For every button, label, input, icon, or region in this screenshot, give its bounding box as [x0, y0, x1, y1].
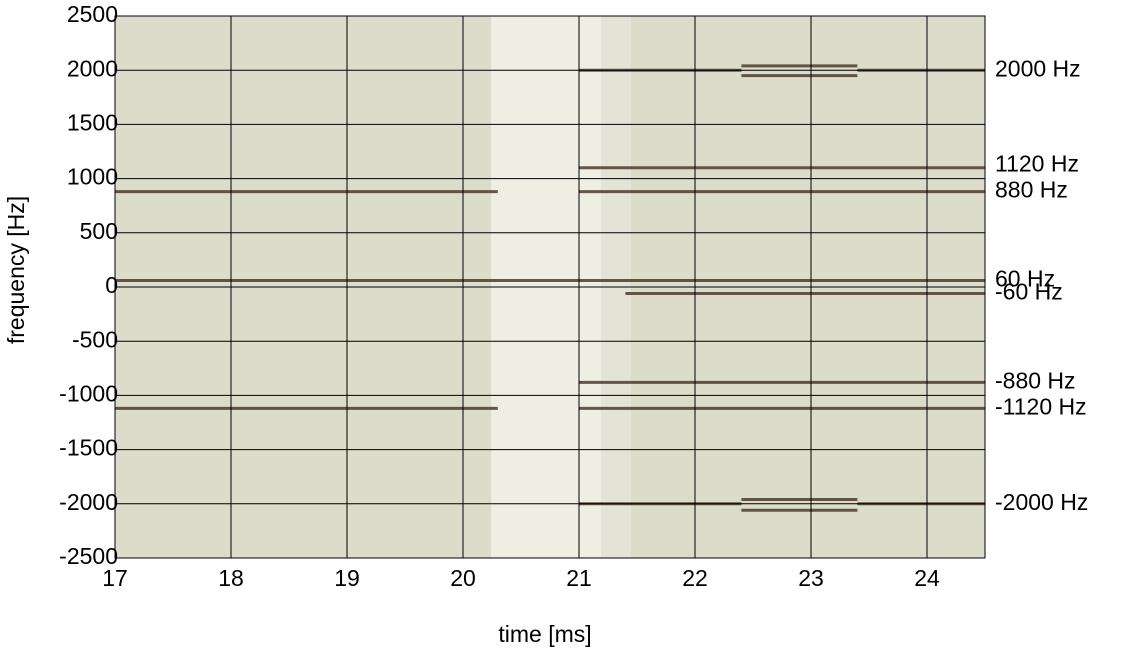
- y-tick-label: -500: [72, 326, 118, 352]
- x-tick-label: 21: [566, 565, 592, 591]
- frequency-annotation: 2000 Hz: [995, 55, 1081, 81]
- x-tick-label: 23: [798, 565, 824, 591]
- y-tick-label: 2500: [67, 1, 118, 27]
- x-tick-label: 18: [218, 565, 244, 591]
- x-axis-label: time [ms]: [498, 621, 591, 647]
- y-tick-label: 500: [80, 218, 118, 244]
- frequency-annotation: -880 Hz: [995, 367, 1076, 393]
- x-tick-label: 24: [914, 565, 940, 591]
- plot-frame: [114, 15, 986, 559]
- y-axis-label: frequency [Hz]: [3, 196, 29, 344]
- y-tick-label: 2000: [67, 55, 118, 81]
- x-tick-label: 17: [102, 565, 128, 591]
- frequency-annotation: 60 Hz: [995, 266, 1055, 292]
- y-tick-label: 1000: [67, 164, 118, 190]
- frequency-annotation: 880 Hz: [995, 177, 1068, 203]
- frequency-annotation: -2000 Hz: [995, 489, 1088, 515]
- y-tick-label: -2000: [59, 489, 118, 515]
- x-tick-label: 20: [450, 565, 476, 591]
- x-tick-label: 22: [682, 565, 708, 591]
- y-tick-label: -1000: [59, 380, 118, 406]
- x-tick-label: 19: [334, 565, 360, 591]
- frequency-annotation: -60 Hz: [995, 279, 1063, 305]
- frequency-annotation: -1120 Hz: [995, 393, 1087, 419]
- y-tick-label: -1500: [59, 435, 118, 461]
- y-tick-label: -2500: [59, 543, 118, 569]
- frequency-annotation: 1120 Hz: [995, 151, 1079, 177]
- y-tick-label: 1500: [67, 109, 118, 135]
- y-tick-label: 0: [105, 272, 118, 298]
